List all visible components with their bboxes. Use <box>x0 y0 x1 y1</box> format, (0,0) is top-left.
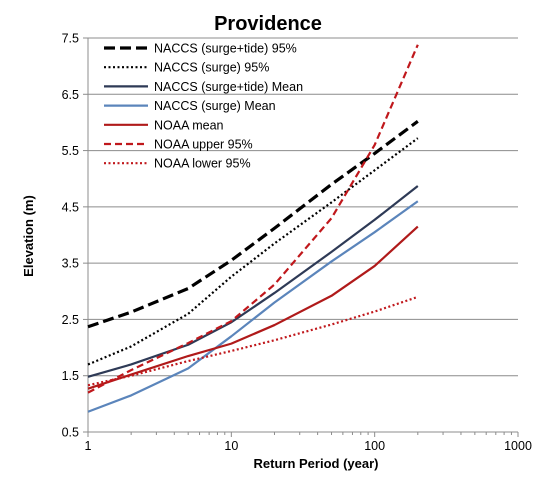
legend-label-2: NACCS (surge+tide) Mean <box>154 80 303 94</box>
series-line-0 <box>87 120 419 329</box>
y-tick-label: 0.5 <box>62 426 79 440</box>
axes: 0.5 1.5 2.5 3.5 4.5 5.5 6.5 7.5 1 10 100 1000 <box>62 32 532 454</box>
y-tick-label: 2.5 <box>62 313 79 327</box>
x-axis-label: Return Period (year) <box>254 456 379 471</box>
chart-title: Providence <box>214 13 322 35</box>
y-tick-label: 6.5 <box>62 88 79 102</box>
series-lines <box>87 44 419 413</box>
y-tick-label: 7.5 <box>62 32 79 46</box>
x-tick-label: 1 <box>85 439 92 453</box>
legend-label-5: NOAA upper 95% <box>154 138 253 152</box>
series-line-4 <box>87 225 419 390</box>
legend-label-1: NACCS (surge) 95% <box>154 61 269 75</box>
y-tick-label: 4.5 <box>62 200 79 214</box>
series-line-6 <box>87 295 419 387</box>
series-line-5 <box>87 44 419 394</box>
legend: NACCS (surge+tide) 95% NACCS (surge) 95% N… <box>104 42 303 171</box>
legend-label-3: NACCS (surge) Mean <box>154 99 276 113</box>
legend-label-0: NACCS (surge+tide) 95% <box>154 42 297 56</box>
series-line-2 <box>87 185 419 378</box>
x-tick-label: 10 <box>224 439 238 453</box>
series-line-3 <box>87 200 419 413</box>
x-tick-label: 1000 <box>504 439 532 453</box>
y-axis-label: Elevation (m) <box>21 195 36 277</box>
legend-label-6: NOAA lower 95% <box>154 157 251 171</box>
y-tick-label: 1.5 <box>62 369 79 383</box>
y-tick-label: 5.5 <box>62 144 79 158</box>
legend-label-4: NOAA mean <box>154 118 224 132</box>
series-line-1 <box>87 137 419 366</box>
y-tick-label: 3.5 <box>62 257 79 271</box>
x-tick-label: 100 <box>364 439 385 453</box>
